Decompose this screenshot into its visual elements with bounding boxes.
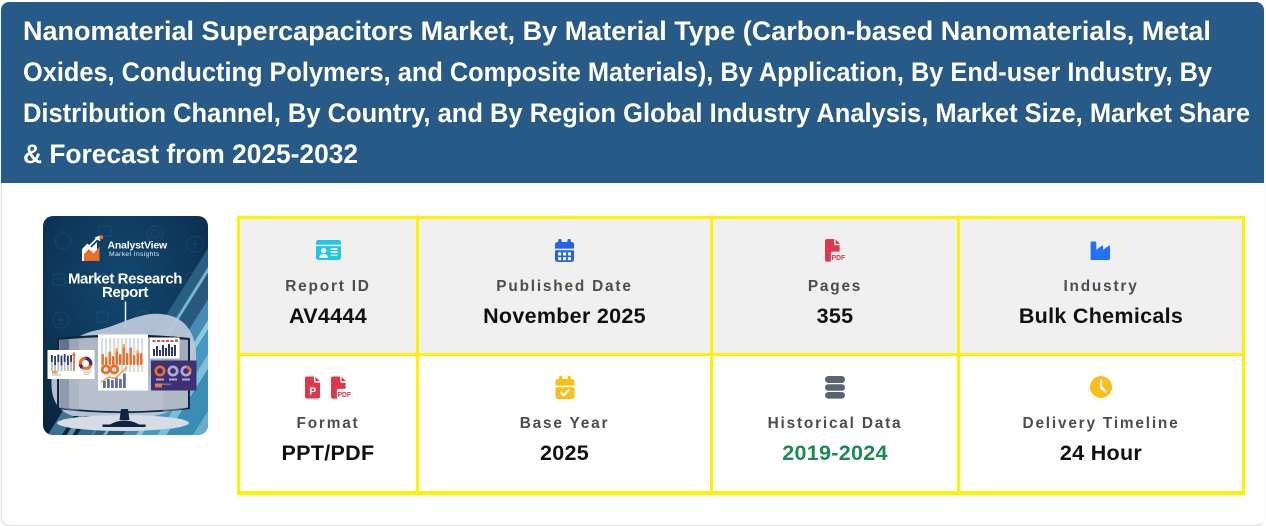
svg-text:AnalystView: AnalystView	[108, 240, 168, 252]
svg-text:Report: Report	[102, 284, 148, 301]
svg-text:P: P	[309, 385, 316, 397]
svg-text:PDF: PDF	[831, 252, 845, 261]
svg-text:PDF: PDF	[337, 390, 351, 399]
svg-text:Market Insights: Market Insights	[109, 251, 160, 258]
svg-text:Market Research: Market Research	[68, 270, 182, 287]
